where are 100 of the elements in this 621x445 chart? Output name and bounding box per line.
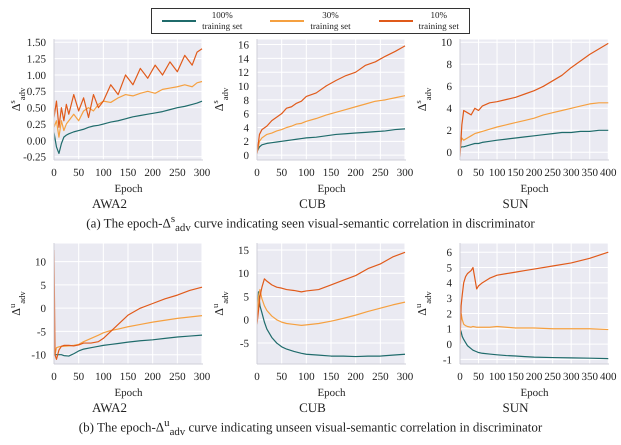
y-tick-label: 0	[244, 150, 250, 162]
x-tick-label: 100	[488, 370, 506, 383]
y-tick-label: 1	[446, 324, 452, 336]
y-tick-label: 10	[441, 37, 452, 50]
y-tick-label: 0.25	[26, 118, 46, 131]
y-tick-label: 1.50	[26, 37, 46, 50]
y-tick-label: 2	[446, 125, 452, 138]
y-tick-label: 4	[446, 103, 452, 116]
y-tick-label: 10	[35, 256, 46, 268]
legend-label: 10% training set	[418, 10, 459, 32]
x-tick-label: 50	[473, 166, 485, 179]
y-tick-label: 8	[446, 59, 452, 72]
x-tick-label: 200	[526, 166, 543, 179]
y-tick-label: 0.75	[26, 86, 46, 98]
x-tick-label: 300	[194, 166, 211, 179]
y-tick-label: 5	[40, 280, 46, 292]
x-tick-label: 400	[600, 166, 618, 179]
y-tick-label: -0.25	[23, 152, 46, 164]
x-tick-label: 250	[544, 166, 562, 179]
text: AWA2	[92, 400, 128, 415]
x-tick-label: 200	[144, 370, 162, 383]
x-tick-label: 100	[298, 166, 316, 179]
x-tick-label: 300	[396, 166, 414, 179]
text: (a) The epoch-Δ$^{s}$$_{adv}$ curve indicating seen visual-semantic correlation in discriminator	[85, 213, 536, 234]
x-tick-label: 400	[600, 370, 618, 383]
line-series	[54, 80, 203, 138]
y-tick-label: 2	[446, 308, 452, 320]
y-tick-label: 10	[238, 80, 250, 93]
y-tick-label: 4	[446, 278, 452, 290]
x-tick-label: 150	[120, 370, 137, 383]
x-tick-label: 100	[298, 370, 316, 383]
y-tick-label: 0.50	[26, 102, 46, 115]
y-tick-label: 1.00	[26, 70, 46, 82]
y-tick-label: 16	[238, 39, 250, 52]
y-tick-label: 6	[446, 247, 452, 260]
x-tick-label: 200	[526, 370, 543, 383]
y-tick-label: 2	[244, 136, 249, 148]
y-tick-label: 0.00	[26, 135, 46, 148]
y-tick-label: -1	[442, 354, 452, 366]
x-axis-title: Epoch	[317, 183, 346, 195]
x-tick-label: 200	[347, 370, 364, 383]
y-tick-label: -10	[31, 350, 46, 362]
line-series	[54, 48, 203, 128]
x-tick-label: 50	[73, 166, 85, 179]
line-series	[54, 334, 203, 357]
legend-label: 100% training set	[202, 10, 242, 32]
x-tick-label: 150	[322, 370, 340, 383]
x-tick-label: 0	[51, 166, 58, 179]
x-tick-label: 200	[144, 166, 162, 179]
x-axis-title: Epoch	[520, 183, 550, 195]
x-tick-label: 150	[507, 370, 524, 383]
y-tick-label: -5	[240, 338, 250, 350]
y-tick-label: 1.25	[26, 54, 46, 66]
text: CUB	[299, 196, 326, 211]
x-tick-label: 350	[581, 166, 598, 179]
y-tick-label: 4	[244, 122, 250, 134]
y-tick-label: 3	[446, 292, 452, 305]
x-tick-label: 50	[73, 370, 85, 383]
x-axis-title: Epoch	[317, 386, 346, 399]
line-series	[257, 45, 406, 154]
x-tick-label: 150	[322, 166, 340, 179]
y-tick-label: 10	[238, 268, 250, 280]
x-tick-label: 50	[276, 370, 288, 383]
y-tick-label: -5	[36, 326, 46, 338]
text: (b) The epoch-Δ$^{u}$$_{adv}$ curve indicating unseen visual-semantic correlation in discriminator	[78, 416, 544, 438]
x-tick-label: 300	[396, 370, 414, 383]
x-tick-label: 300	[194, 370, 211, 383]
line-series	[257, 291, 406, 358]
x-axis-title: Epoch	[114, 386, 144, 399]
y-tick-label: 0	[446, 147, 452, 160]
y-tick-label: 12	[238, 67, 249, 80]
x-axis-title: Epoch	[114, 183, 144, 195]
x-tick-label: 0	[51, 370, 58, 383]
line-series	[460, 130, 609, 148]
line-series	[257, 128, 406, 152]
text: SUN	[502, 196, 528, 211]
line-series	[257, 252, 406, 325]
x-tick-label: 0	[254, 370, 260, 383]
x-tick-label: 250	[169, 370, 186, 383]
x-tick-label: 150	[507, 166, 524, 179]
x-tick-label: 100	[95, 166, 112, 179]
line-series	[460, 312, 609, 330]
y-tick-label: 15	[238, 244, 250, 257]
x-tick-label: 50	[473, 370, 485, 383]
line-series	[257, 288, 406, 326]
y-tick-label: 0	[40, 302, 46, 315]
x-tick-label: 250	[372, 370, 390, 383]
x-tick-label: 300	[562, 166, 580, 179]
y-tick-label: 5	[446, 262, 452, 274]
x-tick-label: 300	[562, 370, 580, 383]
y-tick-label: 6	[446, 81, 452, 94]
legend-label: 30% training set	[310, 10, 351, 32]
x-tick-label: 100	[488, 166, 506, 179]
x-tick-label: 50	[276, 166, 288, 179]
x-tick-label: 250	[169, 166, 186, 179]
text: AWA2	[92, 196, 128, 211]
x-tick-label: 250	[544, 370, 562, 383]
x-tick-label: 100	[95, 370, 112, 383]
x-axis-title: Epoch	[520, 386, 550, 399]
y-tick-label: 0	[244, 314, 250, 327]
